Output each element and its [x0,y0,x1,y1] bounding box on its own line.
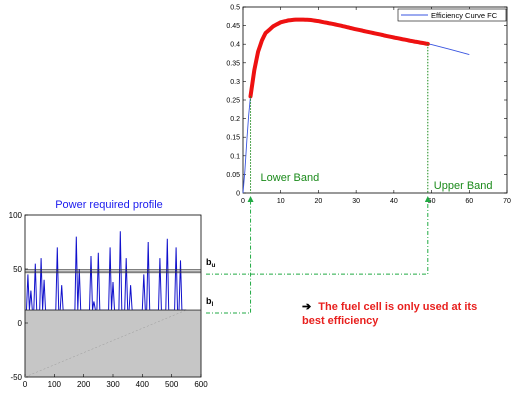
legend-box [397,8,507,22]
x-tick-label: 10 [277,198,285,205]
y-tick-label: 0.5 [230,5,240,12]
profile-diagonal-line [24,309,187,378]
x-tick-label: 600 [194,380,208,389]
x-tick-label: 70 [503,198,511,205]
upper-band-label: Upper Band [434,180,493,192]
upper-band-connector [206,196,431,275]
lower-band-connector [206,196,254,314]
y-tick-label: 0.3 [230,79,240,86]
lower-band-label: Lower Band [261,172,320,184]
note-text: The fuel cell is only used at its best e… [302,301,478,327]
threshold-label-base: b [206,296,212,306]
best-efficiency-segment [248,17,430,99]
x-tick-label: 0 [241,198,245,205]
y-tick-label: -50 [10,373,22,382]
y-tick-label: 0.25 [226,98,240,105]
x-tick-label: 0 [23,380,28,389]
threshold-label-base: b [206,257,212,267]
y-tick-label: 50 [13,265,22,274]
y-tick-label: 0.35 [226,60,240,67]
x-tick-label: 60 [465,198,473,205]
y-tick-label: 100 [9,211,23,220]
x-tick-label: 50 [428,198,436,205]
y-tick-label: 0 [236,191,240,198]
y-tick-label: 0.2 [230,116,240,123]
threshold-label-subscript: l [212,301,214,308]
y-tick-label: 0 [18,319,23,328]
efficiency-plot-area [242,6,508,194]
band-connectors [206,196,431,314]
efficiency-chart: 0 0.05 0.1 0.15 0.2 0.25 0.3 0.35 0.4 0.45 0.5 0 10 2… [226,5,511,206]
right-arrow-icon: ➔ [302,301,312,313]
legend-entry: Efficiency Curve FC [431,11,498,20]
y-tick-label: 0.1 [230,153,240,160]
y-tick-label: 0.45 [226,23,240,30]
threshold-label: bu [206,257,216,269]
x-tick-label: 100 [48,380,62,389]
threshold-label-subscript: u [212,262,216,269]
x-tick-label: 20 [315,198,323,205]
below-lower-band-fill [25,310,201,377]
x-tick-label: 200 [77,380,91,389]
x-tick-label: 40 [390,198,398,205]
x-tick-label: 500 [165,380,179,389]
x-tick-label: 30 [352,198,360,205]
y-tick-label: 0.15 [226,135,240,142]
y-tick-label: 0.05 [226,172,240,179]
x-tick-label: 400 [136,380,150,389]
y-tick-label: 0.4 [230,42,240,49]
x-tick-label: 300 [106,380,120,389]
profile-title: Power required profile [55,199,163,211]
note-callout: ➔ The fuel cell is only used at its best… [302,300,502,328]
threshold-label: bl [206,296,214,308]
